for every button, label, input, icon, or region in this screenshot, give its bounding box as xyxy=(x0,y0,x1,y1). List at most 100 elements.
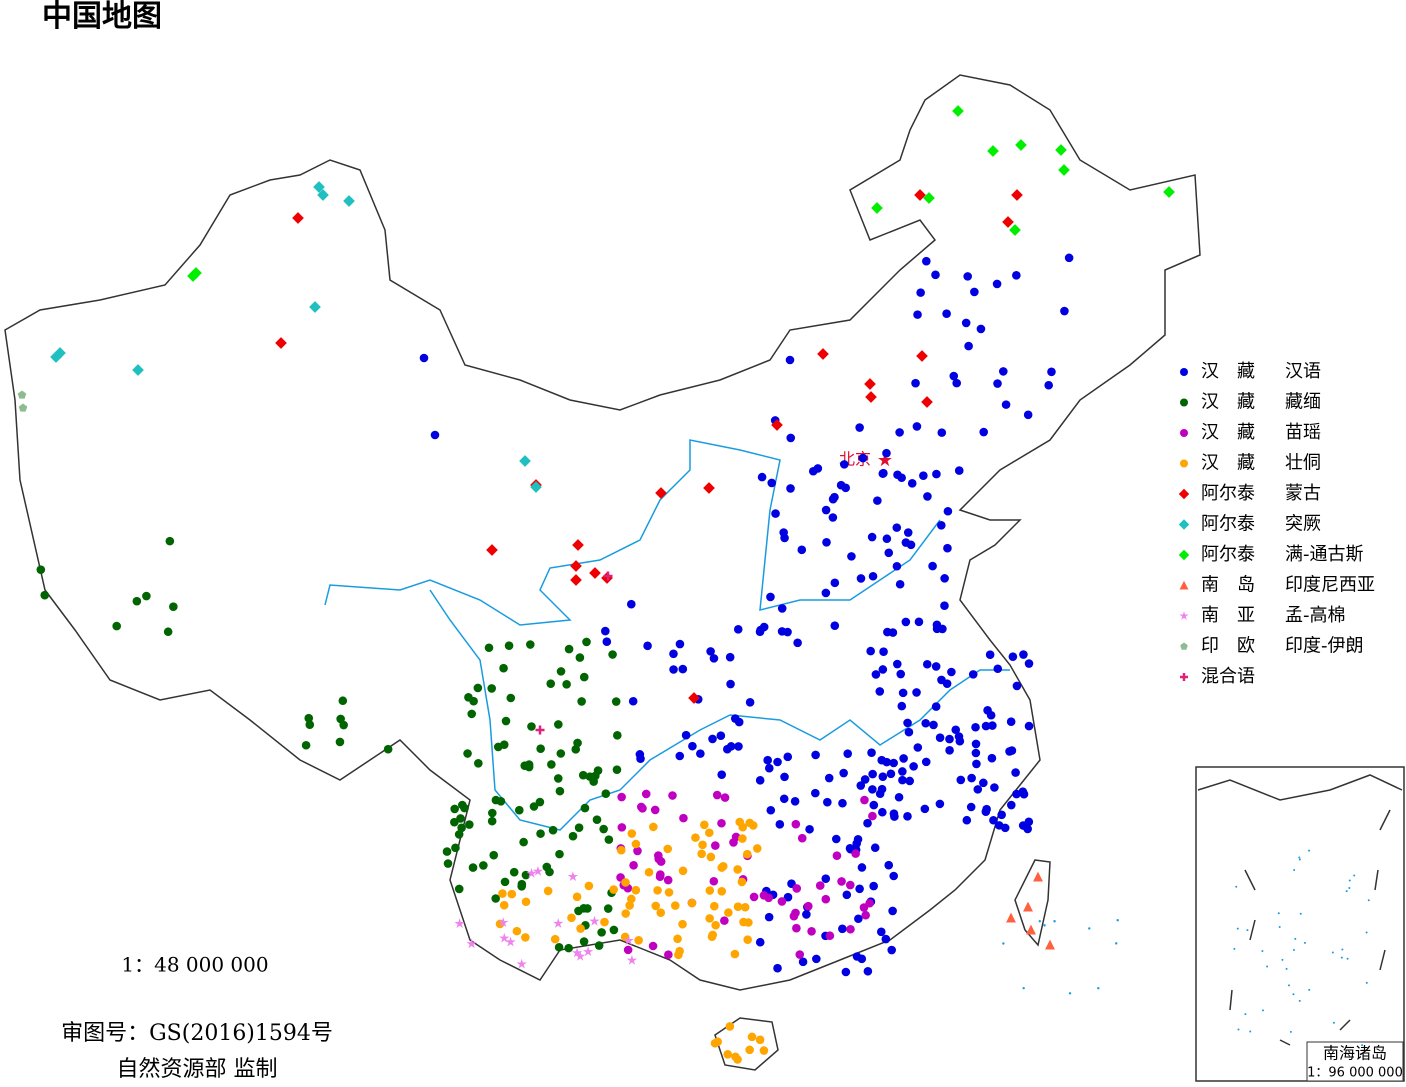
marker xyxy=(897,701,907,711)
marker xyxy=(589,777,598,786)
inset-title: 南海诸岛 xyxy=(1323,1044,1387,1063)
marker xyxy=(687,898,697,908)
marker xyxy=(830,621,840,630)
marker xyxy=(793,638,802,648)
marker xyxy=(822,537,831,547)
marker xyxy=(777,897,787,906)
marker xyxy=(855,884,864,894)
marker xyxy=(792,923,801,933)
marker xyxy=(112,621,121,631)
marker xyxy=(916,288,925,297)
island xyxy=(1278,926,1281,929)
marker xyxy=(664,888,674,897)
marker xyxy=(713,1037,722,1047)
marker xyxy=(498,917,509,928)
marker xyxy=(836,480,846,490)
marker xyxy=(903,528,913,537)
marker xyxy=(855,423,864,432)
marker xyxy=(576,924,585,933)
marker xyxy=(543,886,553,896)
island xyxy=(1365,931,1368,934)
marker xyxy=(972,759,981,769)
marker xyxy=(837,877,846,886)
marker xyxy=(383,744,393,754)
marker xyxy=(780,772,789,782)
marker xyxy=(626,599,636,609)
island xyxy=(1298,999,1301,1002)
yellow-river xyxy=(324,439,941,626)
marker xyxy=(892,561,902,571)
island xyxy=(1345,890,1348,893)
marker xyxy=(730,714,740,723)
marker xyxy=(675,639,685,649)
marker xyxy=(530,481,542,493)
marker xyxy=(1033,871,1043,882)
marker xyxy=(823,797,832,807)
marker xyxy=(688,692,700,704)
marker xyxy=(582,637,591,647)
marker xyxy=(567,913,576,923)
marker xyxy=(643,641,652,651)
island xyxy=(1068,992,1072,995)
marker xyxy=(989,815,998,825)
marker xyxy=(830,578,840,588)
island xyxy=(1292,948,1295,951)
marker xyxy=(1179,580,1189,590)
marker xyxy=(931,702,941,711)
marker xyxy=(169,602,178,612)
marker xyxy=(1000,823,1010,833)
marker xyxy=(895,428,904,437)
marker xyxy=(454,918,465,929)
marker xyxy=(709,876,719,886)
marker xyxy=(626,954,638,965)
marker xyxy=(817,348,829,360)
legend-family: 汉 藏 xyxy=(1201,361,1255,382)
marker xyxy=(733,902,743,911)
marker xyxy=(864,378,876,390)
inset-label-box xyxy=(1306,1041,1404,1082)
marker xyxy=(821,874,831,883)
island xyxy=(1002,942,1005,945)
marker xyxy=(498,889,507,898)
marker xyxy=(815,881,825,890)
marker xyxy=(567,871,579,882)
marker xyxy=(1011,189,1023,201)
marker xyxy=(903,812,912,821)
marker xyxy=(886,769,896,779)
marker xyxy=(579,672,589,682)
legend-family: 南 岛 xyxy=(1201,575,1255,596)
marker xyxy=(526,868,537,878)
marker xyxy=(935,799,945,809)
marker xyxy=(869,800,879,810)
marker xyxy=(740,902,750,912)
marker xyxy=(132,364,144,376)
marker xyxy=(845,880,855,890)
marker xyxy=(507,889,517,899)
island xyxy=(1277,912,1280,915)
legend-family: 混合语 xyxy=(1201,666,1255,687)
marker xyxy=(997,810,1006,820)
island xyxy=(1236,927,1239,930)
marker xyxy=(854,914,863,924)
marker xyxy=(1011,768,1020,777)
marker xyxy=(535,797,545,807)
marker xyxy=(745,1045,754,1055)
marker xyxy=(1007,800,1016,810)
island xyxy=(1053,920,1056,923)
marker xyxy=(869,881,878,891)
marker xyxy=(521,897,531,907)
marker xyxy=(842,890,852,900)
marker xyxy=(1023,901,1033,912)
marker xyxy=(679,813,688,823)
island xyxy=(1367,899,1370,902)
marker xyxy=(898,688,908,698)
marker xyxy=(786,484,795,493)
marker xyxy=(912,422,922,431)
marker xyxy=(691,833,700,842)
marker xyxy=(899,754,908,763)
marker xyxy=(473,683,483,693)
marker xyxy=(465,820,474,829)
marker xyxy=(853,834,863,844)
marker xyxy=(463,749,472,758)
